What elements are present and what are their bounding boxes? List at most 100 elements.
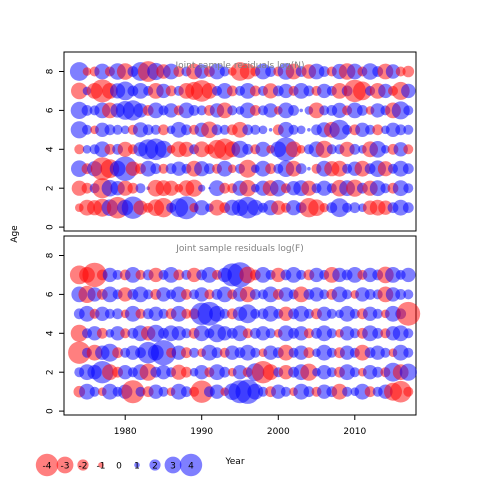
- bubble-logF-age3-1997: [250, 347, 261, 358]
- bubble-logN-age5-2008: [329, 119, 350, 140]
- x-axis-label: Year: [224, 457, 244, 467]
- bubble-logF-age2-1980: [118, 365, 133, 380]
- bubble-logN-age3-1991: [204, 163, 215, 175]
- bubble-logN-age2-1990: [198, 184, 206, 192]
- bubble-logN-age5-1997: [250, 124, 261, 135]
- legend-bubble-2: [149, 459, 161, 471]
- panel-logF: 0 2 4 6 8 1980 1990 2000 2010 Joint sample resi…: [46, 235, 421, 437]
- legend-label-4: 4: [188, 462, 194, 472]
- bubble-logN-age8-1975: [82, 67, 92, 76]
- bubble-logN-age8-1986: [163, 63, 180, 80]
- bubble-logF-age1-2008: [331, 383, 348, 400]
- bubble-logF-age7-1984: [148, 267, 163, 283]
- bubble-logF-age4-1995: [232, 325, 248, 342]
- bubble-logN-age3-2008: [331, 160, 348, 177]
- bubble-logF-age2-2007: [326, 367, 337, 378]
- bubble-logN-age7-2001: [278, 83, 294, 99]
- bubble-logN-age6-2013: [370, 103, 385, 118]
- bubble-logF-age2-2004: [300, 363, 318, 381]
- bubble-logF-age2-1999: [262, 364, 279, 381]
- bubble-logN-age3-1987: [171, 161, 186, 176]
- y-tick-label-logN-0: 0: [46, 224, 56, 230]
- bubble-logN-age4-1995: [231, 140, 249, 158]
- bubble-logN-age5-2011: [355, 122, 370, 137]
- bubble-logF-age6-2015: [385, 287, 401, 302]
- bubble-logN-age2-1993: [219, 182, 231, 194]
- bubble-logF-age5-1999: [262, 305, 279, 322]
- bubble-logN-age8-2015: [385, 64, 401, 79]
- bubble-logF-age4-2001: [278, 325, 294, 342]
- bubble-logN-age3-2017: [402, 163, 414, 175]
- bubble-logF-age3-2017: [403, 347, 414, 358]
- bubble-logF-age5-2003: [293, 305, 310, 322]
- bubble-logF-age7-1986: [163, 267, 180, 283]
- panel-logF-frame: [63, 235, 417, 416]
- bubble-logN-age5-1974: [70, 121, 88, 139]
- bubble-logN-age5-2013: [372, 124, 384, 136]
- panel-logN: 0 2 4 6 8 Joint sample residuals log(N): [46, 51, 417, 232]
- bubble-logN-age8-2010: [346, 63, 363, 80]
- panel-logN-bubbles: [69, 61, 416, 220]
- bubble-logF-age1-1978: [102, 383, 118, 400]
- bubble-logF-age4-1988: [181, 328, 192, 339]
- y-tick-label-logN-4: 4: [46, 146, 56, 152]
- bubble-logN-age7-2014: [378, 83, 393, 99]
- bubble-logN-age1-1982: [133, 200, 148, 215]
- bubble-logF-age7-2010: [346, 267, 363, 283]
- bubble-logN-age6-2017: [403, 105, 414, 116]
- bubble-logF-age5-1975: [79, 305, 95, 322]
- bubble-logF-age2-1992: [209, 364, 225, 381]
- bubble-logN-age7-2017: [401, 83, 416, 99]
- bubble-logF-age4-1976: [87, 326, 102, 341]
- bubble-logF-age4-1980: [120, 328, 131, 339]
- bubble-logF-age1-1975: [79, 383, 95, 400]
- bubble-logN-age6-1997: [249, 105, 261, 116]
- bubble-logN-age8-1996: [239, 63, 256, 80]
- bubble-logN-age1-1990: [194, 200, 210, 216]
- bubble-logF-age3-2003: [294, 345, 309, 360]
- bubble-logN-age5-1988: [181, 124, 192, 136]
- bubble-logF-age4-2016: [392, 325, 409, 342]
- bubble-logF-age2-1978: [102, 364, 118, 381]
- bubble-logF-age3-2013: [370, 345, 385, 360]
- bubble-logF-age5-2009: [339, 305, 355, 322]
- bubble-logF-age3-1979: [112, 347, 123, 359]
- bubble-logF-age7-2005: [309, 267, 324, 283]
- bubble-logN-age5-1984: [150, 124, 161, 135]
- bubble-logN-age8-1999: [265, 66, 276, 77]
- bubble-logF-age7-2003: [296, 269, 307, 280]
- bubble-logF-age4-1987: [171, 326, 186, 341]
- bubble-logF-age6-2011: [355, 287, 370, 302]
- bubble-logN-age1-1992: [209, 199, 225, 216]
- bubble-logF-age5-1985: [158, 308, 169, 319]
- bubble-logF-age5-2010: [349, 308, 360, 319]
- bubble-logN-age5-2016: [395, 124, 407, 136]
- bubble-logF-age1-2017: [403, 386, 414, 397]
- bubble-logF-age2-1993: [219, 366, 231, 378]
- bubble-logF-age3-1999: [263, 345, 278, 360]
- bubble-logF-age6-1993: [216, 286, 233, 303]
- bubble-logF-age1-1998: [258, 386, 268, 397]
- bubble-logF-age1-2000: [271, 384, 286, 399]
- bubble-logF-age6-2003: [293, 286, 310, 303]
- bubble-logN-age5-1978: [104, 124, 116, 136]
- bubble-logF-age4-1984: [147, 324, 165, 342]
- bubble-logN-age4-2016: [393, 142, 408, 157]
- bubble-logF-age3-2014: [380, 347, 391, 358]
- bubble-logF-age4-2017: [403, 328, 414, 339]
- y-tick-label-logN-6: 6: [46, 107, 56, 113]
- bubble-logN-age6-1975: [81, 105, 93, 116]
- bubble-logF-age4-1979: [110, 326, 125, 341]
- bubble-logN-age5-1992: [211, 124, 223, 136]
- legend-bubble--4: [35, 453, 59, 477]
- bubble-logN-age8-1977: [94, 63, 111, 80]
- bubble-logN-age3-1985: [158, 163, 169, 174]
- y-tick-label-logF-4: 4: [46, 330, 56, 336]
- bubble-logF-age4-2003: [294, 326, 309, 341]
- bubble-logN-age8-2006: [318, 66, 330, 77]
- bubble-logF-age4-2010: [349, 328, 360, 339]
- bubble-logN-age3-1996: [238, 159, 257, 178]
- legend-label-0: 0: [116, 462, 122, 472]
- bubble-logF-age7-1978: [102, 267, 118, 283]
